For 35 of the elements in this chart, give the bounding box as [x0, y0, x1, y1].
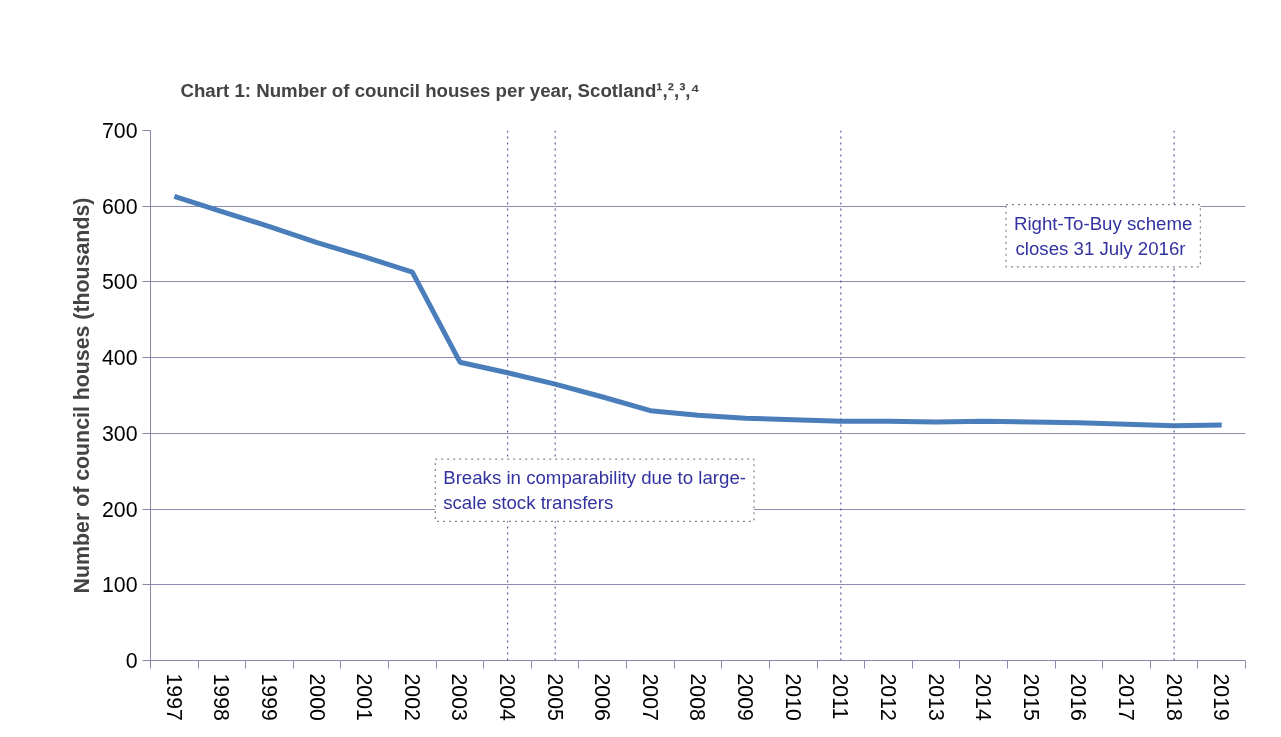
- x-tick-label: 2016: [1066, 673, 1091, 721]
- y-tick-label: 700: [101, 119, 138, 143]
- annotation: Breaks in comparability due to large- scale stock transfers: [443, 467, 746, 514]
- x-tick-label: 2000: [304, 673, 329, 722]
- x-tick-label: 2005: [542, 673, 567, 721]
- x-tick-label: 2006: [590, 673, 615, 721]
- y-tick-label: 600: [101, 194, 138, 219]
- x-tick-label: 2007: [637, 673, 662, 721]
- x-tick-label: 1998: [209, 673, 234, 721]
- x-tick-label: 2011: [828, 673, 853, 720]
- y-tick-label: 100: [101, 573, 138, 598]
- x-tick-label: 2001: [352, 673, 377, 721]
- x-tick-label: 2013: [923, 673, 948, 721]
- y-tick-label: 200: [101, 497, 138, 522]
- y-tick-label: 300: [101, 421, 138, 446]
- x-tick-label: 2019: [1209, 673, 1234, 721]
- y-tick-label: 400: [101, 346, 138, 371]
- x-tick-label: 2014: [971, 673, 996, 722]
- y-axis-title: Number of council houses (thousands): [69, 197, 94, 594]
- x-tick-label: 1999: [257, 673, 282, 721]
- chart-title: Chart 1: Number of council houses per year, Scotland¹,²,³,⁴: [180, 79, 700, 101]
- x-tick-label: 2017: [1113, 673, 1138, 721]
- x-tick-label: 2008: [685, 673, 710, 721]
- x-tick-label: 2009: [733, 673, 758, 721]
- x-tick-label: 1997: [161, 673, 186, 721]
- y-tick-label: 0: [125, 649, 138, 673]
- annotation: Right-To-Buy scheme closes 31 July 2016r: [1013, 212, 1193, 259]
- x-tick-label: 2012: [875, 673, 900, 721]
- x-tick-label: 2018: [1161, 673, 1186, 721]
- x-tick-label: 2004: [495, 673, 520, 722]
- y-tick-label: 500: [101, 270, 138, 295]
- x-tick-label: 2015: [1018, 673, 1043, 721]
- x-tick-label: 2010: [780, 673, 805, 722]
- x-tick-label: 2002: [399, 673, 424, 721]
- x-tick-label: 2003: [447, 673, 472, 721]
